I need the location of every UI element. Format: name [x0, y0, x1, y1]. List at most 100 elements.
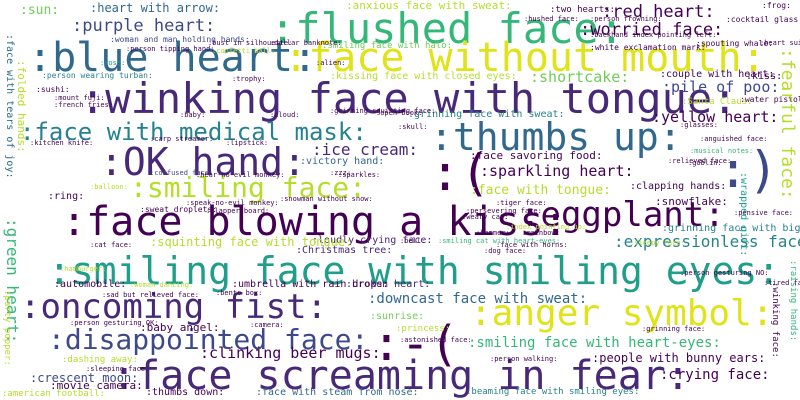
- word: :hushed face:: [524, 15, 579, 23]
- word: :person gesturing NO:: [680, 269, 769, 277]
- word: :Christmas tree:: [296, 245, 393, 256]
- word: :shortcake:: [530, 68, 630, 86]
- word: :Santa Claus:: [682, 97, 753, 107]
- word: :speak-no-evil monkey:: [186, 199, 279, 207]
- word: :person frowning:: [590, 15, 662, 23]
- word: :musical notes:: [690, 147, 754, 155]
- word: :glasses:: [680, 121, 718, 129]
- word: :kitchen knife:: [30, 139, 94, 147]
- word: :heart suit:: [760, 39, 800, 47]
- word: :trophy:: [232, 75, 266, 83]
- word: :lipstick:: [226, 139, 269, 147]
- word: :cocktail glass:: [726, 15, 800, 24]
- word: :folded hands:: [15, 60, 28, 153]
- word: :wrapped gift:: [738, 172, 749, 257]
- word: :anguished face:: [700, 135, 768, 143]
- word: :(: [430, 144, 491, 202]
- word: :cloud:: [270, 111, 300, 119]
- word: :red heart:: [602, 2, 715, 22]
- word: :sleepy face:: [630, 239, 685, 247]
- word: :person tipping hand:: [126, 45, 215, 53]
- word: :raising hands:: [788, 260, 798, 342]
- word: :dashing away:: [62, 355, 138, 365]
- word: :face with tongue:: [470, 183, 611, 198]
- word: :squinting face with tongue:: [150, 235, 353, 249]
- word: :couple with heart:: [660, 69, 775, 80]
- word: :smiling face with smiling eyes:: [48, 249, 781, 293]
- word: :rainbow:: [522, 229, 560, 237]
- word: :-(: [372, 316, 459, 372]
- word: :expressionless face:: [614, 232, 800, 251]
- word: :winking face with tongue:: [80, 74, 738, 123]
- word: :smiling face with halo:: [322, 41, 453, 51]
- word: :bell:: [400, 237, 426, 245]
- word: :OK hand:: [100, 140, 306, 184]
- word: :cat face:: [90, 241, 133, 249]
- word: :clapping hands:: [630, 181, 727, 192]
- word: :person wearing turban:: [42, 71, 153, 80]
- word: :rose:: [100, 59, 126, 67]
- word: :sleeping face:: [86, 365, 150, 373]
- word: :hammer:: [476, 229, 510, 237]
- word: :dog face:: [484, 247, 527, 255]
- word: :loudly crying face:: [312, 235, 433, 246]
- word: :people with bunny ears:: [592, 351, 766, 365]
- word: :clinking beer mugs:: [200, 344, 381, 362]
- word: :open book:: [376, 109, 423, 117]
- word: :grinning face:: [642, 325, 706, 333]
- word: :automobile:: [54, 279, 127, 290]
- word: :american football:: [2, 389, 105, 399]
- word: :victory hand:: [300, 156, 385, 167]
- word: :fearful face:: [777, 48, 798, 200]
- word: :pensive face:: [734, 209, 794, 217]
- word: :mount fuji:: [54, 94, 105, 102]
- word: :hamburger:: [60, 265, 107, 273]
- word: :winking face:: [770, 282, 780, 358]
- word: :flushed face:: [270, 4, 625, 53]
- word: :hear-no-evil monkey:: [196, 171, 285, 179]
- word: :): [718, 141, 779, 199]
- word: :alien:: [316, 59, 346, 67]
- word: :backhand index pointing left:: [590, 31, 717, 39]
- word: :kissing face with closed eyes:: [330, 71, 517, 82]
- word: :downcast face with sweat:: [368, 291, 588, 307]
- word: :smiling cat with heart-eyes:: [438, 237, 561, 245]
- word: :eggplant:: [520, 195, 725, 235]
- word: :grinning face with big eyes:: [662, 223, 800, 234]
- word: :pile of poo:: [662, 78, 780, 96]
- word: :smiling face with heart-eyes:: [468, 335, 721, 351]
- word: :face with tears of joy:: [4, 34, 15, 179]
- word: :crescent moon:: [30, 371, 139, 385]
- word: :worried face:: [580, 20, 724, 40]
- word: :woman dancing:: [130, 281, 194, 289]
- word: :baby angel:: [140, 321, 220, 334]
- word: :french fries:: [54, 101, 114, 109]
- word: :index pointing up:: [506, 223, 587, 231]
- word: :face without mouth:: [284, 35, 766, 81]
- word: :bento box:: [216, 289, 263, 297]
- word: :woman and man holding hands:: [110, 35, 250, 44]
- word: :water pistol:: [740, 95, 800, 104]
- word: :skull:: [398, 123, 428, 131]
- word: :crying face:: [660, 367, 770, 383]
- word: :goblin:: [688, 159, 722, 167]
- word: :tired face:: [764, 279, 800, 287]
- word: :party popper:: [2, 290, 12, 366]
- word: :princess:: [396, 324, 451, 334]
- word: :sweat droplets:: [140, 205, 218, 214]
- word: :carp streamer:: [150, 135, 214, 143]
- word: :sparkles:: [338, 171, 381, 179]
- word: :broken heart:: [346, 279, 431, 290]
- word: :ring:: [48, 191, 85, 202]
- word: :frog:: [762, 1, 791, 10]
- word: :snowman without snow:: [280, 195, 373, 203]
- word: :face with horns:: [496, 241, 568, 249]
- word: :white exclamation mark:: [590, 43, 706, 52]
- word: :snowflake:: [655, 195, 728, 208]
- word: :face with steam from nose:: [256, 387, 419, 398]
- word: :sparkling heart:: [480, 162, 634, 180]
- word: :camera:: [250, 321, 284, 329]
- word: :green heart:: [3, 218, 22, 344]
- word: :thumbs up:: [430, 115, 682, 159]
- word: :confetti ball:: [212, 47, 276, 55]
